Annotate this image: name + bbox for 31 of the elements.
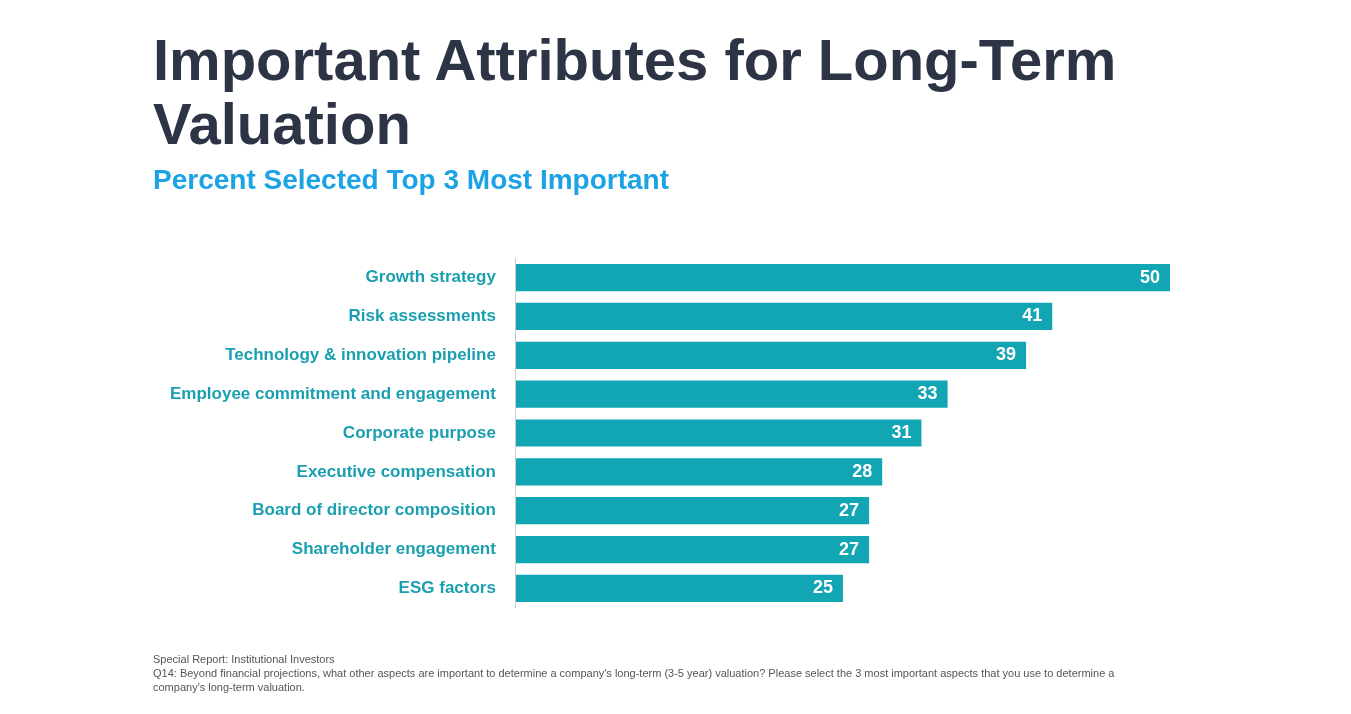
chart-subtitle: Percent Selected Top 3 Most Important [153,164,670,196]
data-label: 27 [839,499,860,520]
chart-title: Important Attributes for Long-Term Valuation [153,27,1118,156]
bar [515,419,922,447]
bar [515,535,870,564]
text: Q14: Beyond financial projections, what other aspects are important to determine a company's long-term (3-5 year) valuation? Please select the 3 most important aspects that you use to determine a company's long-term valuation. [153,666,1116,694]
y-tick-label: Shareholder engagement [291,539,497,559]
data-label: 28 [852,460,873,481]
y-tick-label: Growth strategy [365,267,497,287]
bar [515,264,1170,292]
y-tick-label: Executive compensation [296,461,496,481]
y-tick-label: Technology & innovation pipeline [225,345,496,364]
data-label: 39 [996,344,1017,365]
bar [515,341,1027,369]
data-label: 27 [839,538,860,559]
data-label: 41 [1022,305,1043,326]
y-tick-label: ESG factors [398,578,496,598]
y-tick-label: Risk assessments [348,306,496,326]
text: Special Report: Institutional Investors [153,652,336,666]
y-tick-label: Corporate purpose [342,422,496,442]
bar [515,458,883,486]
bar [515,574,843,602]
y-tick-label: Employee commitment and engagement [170,383,497,403]
data-label: 50 [1139,266,1160,287]
bar [515,302,1053,331]
data-label: 31 [891,421,912,442]
bar [515,380,948,408]
y-tick-label: Board of director composition [252,500,496,520]
data-label: 25 [812,577,833,598]
bar [515,497,870,525]
data-label: 33 [917,383,938,404]
